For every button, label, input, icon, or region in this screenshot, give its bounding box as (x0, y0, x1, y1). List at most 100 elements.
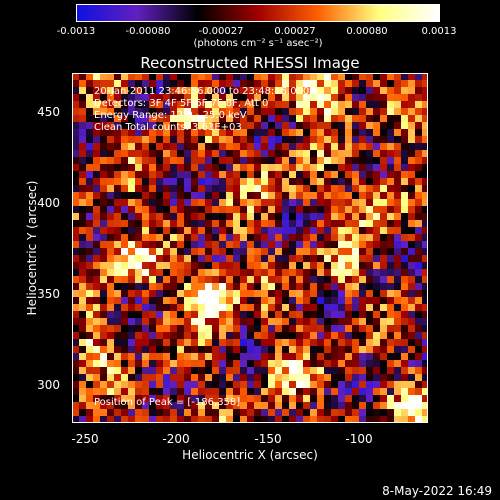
heatmap-cell (128, 136, 136, 144)
heatmap-cell (156, 101, 164, 109)
heatmap-cell (247, 395, 255, 403)
heatmap-cell (387, 290, 395, 298)
heatmap-cell (79, 402, 87, 410)
heatmap-cell (212, 101, 220, 109)
heatmap-cell (282, 255, 290, 263)
heatmap-cell (121, 192, 129, 200)
heatmap-cell (324, 367, 332, 375)
heatmap-cell (107, 206, 115, 214)
heatmap-cell (212, 150, 220, 158)
heatmap-cell (184, 297, 192, 305)
heatmap-cell (401, 262, 409, 270)
heatmap-cell (128, 87, 136, 95)
heatmap-cell (324, 150, 332, 158)
heatmap-cell (268, 346, 276, 354)
heatmap-cell (268, 178, 276, 186)
heatmap-cell (289, 297, 297, 305)
heatmap-cell (135, 171, 143, 179)
heatmap-cell (142, 80, 150, 88)
heatmap-cell (170, 248, 178, 256)
heatmap-cell (72, 346, 80, 354)
heatmap-cell (86, 360, 94, 368)
heatmap-cell (79, 388, 87, 396)
heatmap-cell (156, 269, 164, 277)
heatmap-cell (366, 157, 374, 165)
heatmap-cell (177, 381, 185, 389)
heatmap-cell (156, 325, 164, 333)
heatmap-cell (345, 262, 353, 270)
heatmap-cell (380, 227, 388, 235)
heatmap-cell (394, 416, 402, 423)
heatmap-cell (184, 416, 192, 423)
heatmap-cell (100, 325, 108, 333)
heatmap-cell (135, 416, 143, 423)
heatmap-cell (226, 129, 234, 137)
heatmap-cell (114, 101, 122, 109)
heatmap-cell (135, 122, 143, 130)
heatmap-cell (72, 171, 80, 179)
heatmap-cell (303, 325, 311, 333)
heatmap-cell (86, 304, 94, 312)
heatmap-cell (317, 367, 325, 375)
heatmap-cell (289, 332, 297, 340)
heatmap-cell (394, 108, 402, 116)
heatmap-cell (79, 213, 87, 221)
heatmap-cell (114, 269, 122, 277)
heatmap-cell (394, 262, 402, 270)
heatmap-cell (149, 325, 157, 333)
heatmap-cell (415, 164, 423, 172)
heatmap-cell (170, 290, 178, 298)
heatmap-cell (408, 115, 416, 123)
heatmap-cell (422, 416, 428, 423)
heatmap-cell (408, 395, 416, 403)
heatmap-cell (324, 311, 332, 319)
heatmap-cell (100, 304, 108, 312)
heatmap-cell (338, 80, 346, 88)
heatmap-cell (177, 94, 185, 102)
heatmap-cell (359, 73, 367, 81)
heatmap-cell (401, 199, 409, 207)
heatmap-cell (268, 157, 276, 165)
heatmap-cell (93, 213, 101, 221)
heatmap-cell (415, 87, 423, 95)
heatmap-cell (79, 395, 87, 403)
heatmap-cell (401, 248, 409, 256)
heatmap-cell (121, 402, 129, 410)
heatmap-cell (170, 395, 178, 403)
heatmap-cell (373, 87, 381, 95)
heatmap-cell (219, 241, 227, 249)
heatmap-cell (275, 171, 283, 179)
heatmap-cell (72, 332, 80, 340)
heatmap-cell (359, 283, 367, 291)
heatmap-cell (331, 185, 339, 193)
heatmap-cell (121, 171, 129, 179)
heatmap-cell (268, 255, 276, 263)
heatmap-cell (338, 311, 346, 319)
heatmap-cell (233, 318, 241, 326)
heatmap-cell (373, 94, 381, 102)
heatmap-cell (275, 409, 283, 417)
heatmap-cell (149, 220, 157, 228)
y-tick-label: 300 (37, 378, 60, 392)
heatmap-cell (114, 80, 122, 88)
heatmap-cell (135, 297, 143, 305)
heatmap-cell (422, 367, 428, 375)
heatmap-cell (380, 80, 388, 88)
heatmap-cell (261, 157, 269, 165)
heatmap-cell (254, 192, 262, 200)
heatmap-cell (275, 178, 283, 186)
heatmap-cell (79, 171, 87, 179)
heatmap-cell (177, 192, 185, 200)
heatmap-cell (163, 339, 171, 347)
heatmap-cell (149, 395, 157, 403)
heatmap-cell (338, 416, 346, 423)
heatmap-cell (275, 87, 283, 95)
heatmap-cell (401, 164, 409, 172)
heatmap-cell (184, 311, 192, 319)
heatmap-cell (331, 87, 339, 95)
heatmap-cell (121, 241, 129, 249)
heatmap-cell (177, 241, 185, 249)
heatmap-cell (114, 192, 122, 200)
heatmap-cell (121, 227, 129, 235)
heatmap-cell (268, 374, 276, 382)
